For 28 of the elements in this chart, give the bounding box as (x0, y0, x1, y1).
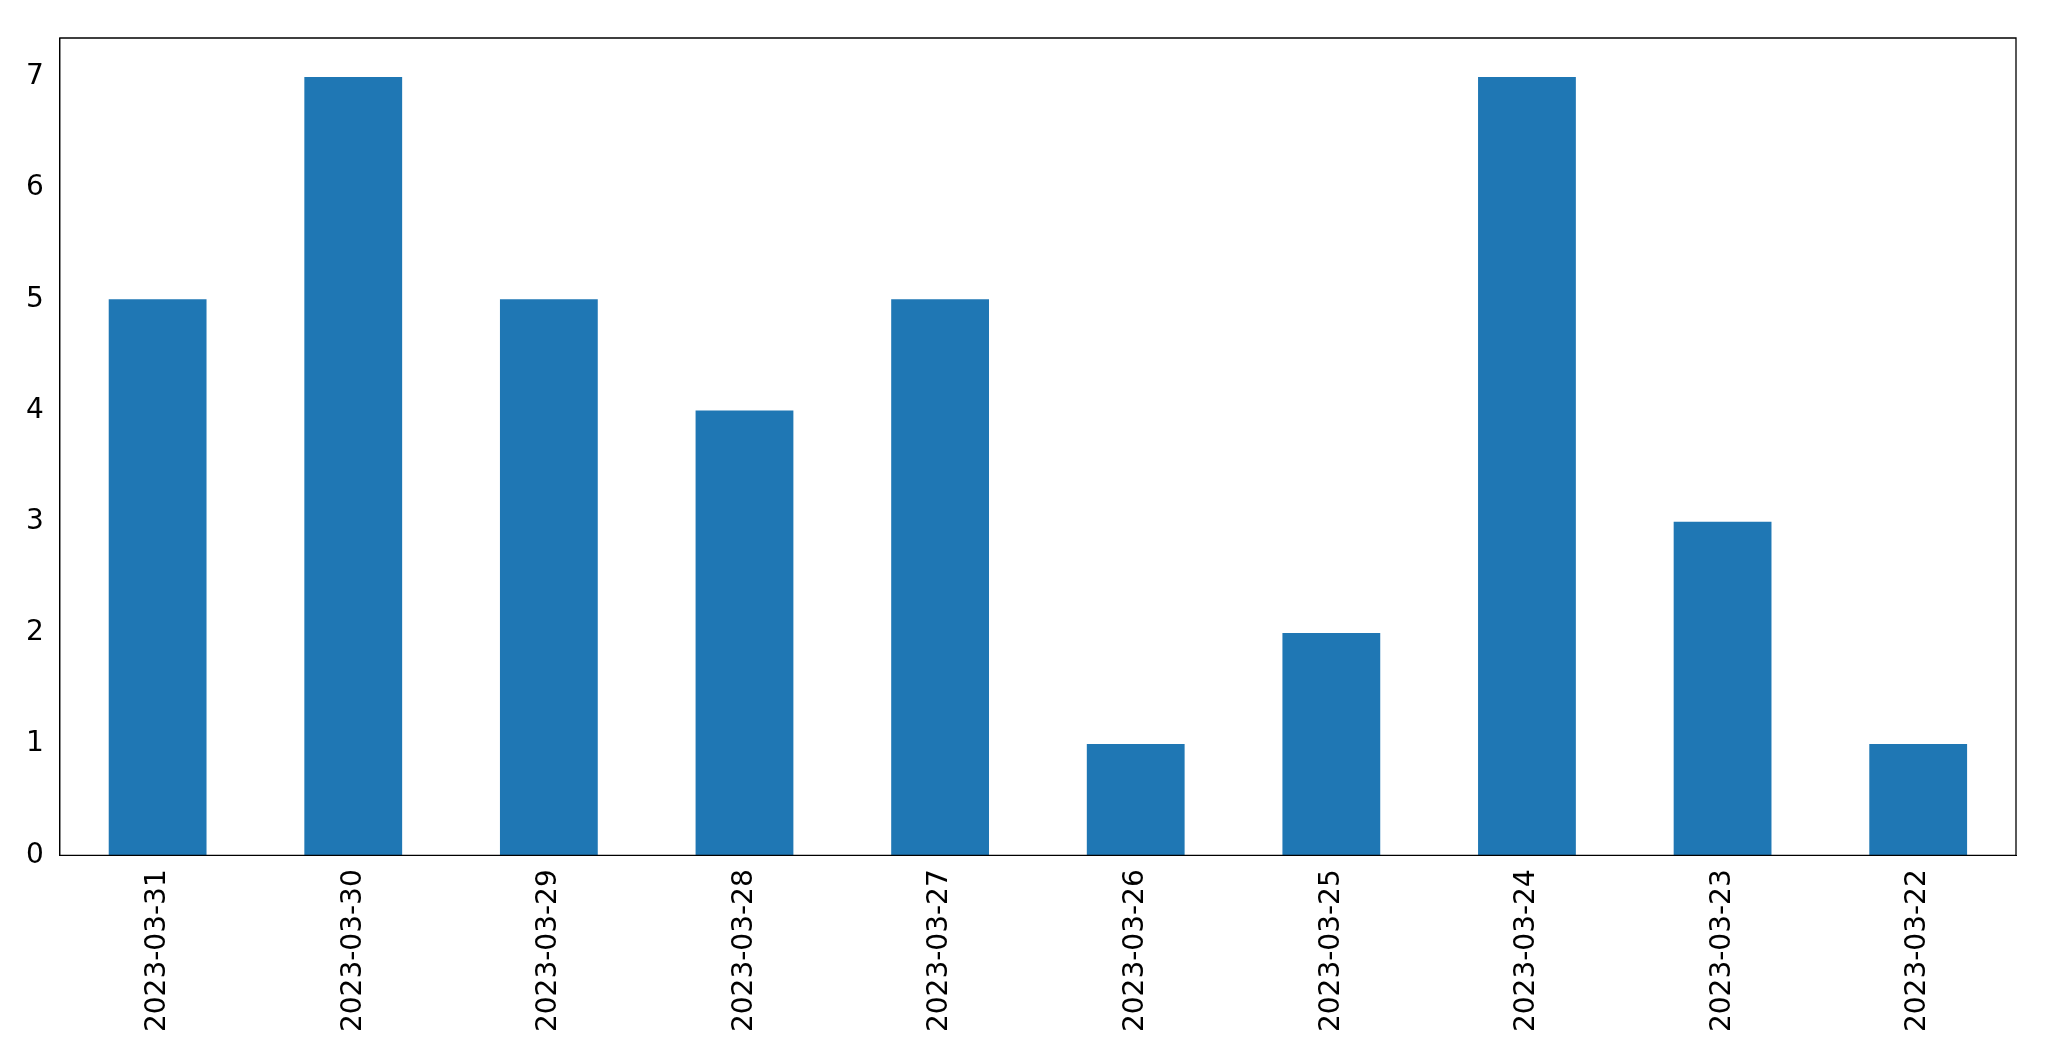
y-tick-label: 7 (25, 58, 44, 92)
x-tick-label: 2023-03-28 (725, 869, 759, 1033)
x-tick-label: 2023-03-24 (1508, 869, 1542, 1033)
y-tick-label: 6 (25, 169, 44, 203)
bar (1478, 76, 1576, 856)
x-tick-label: 2023-03-22 (1899, 869, 1933, 1033)
bar (695, 410, 794, 856)
bar (891, 299, 989, 856)
x-tick-label: 2023-03-29 (530, 869, 564, 1033)
bar (108, 299, 207, 856)
y-tick-label: 0 (25, 836, 44, 870)
bar (1673, 521, 1772, 856)
x-tick-label: 2023-03-23 (1703, 869, 1737, 1033)
y-tick-label: 1 (25, 725, 44, 759)
x-tick-label: 2023-03-27 (921, 869, 955, 1033)
y-tick-label: 5 (25, 280, 44, 314)
bar (1869, 744, 1968, 856)
bar (304, 76, 403, 856)
bar (1086, 744, 1185, 856)
bar (499, 299, 598, 856)
y-tick-label: 2 (25, 614, 44, 648)
x-tick-label: 2023-03-26 (1117, 869, 1150, 1033)
y-tick-label: 3 (25, 502, 44, 536)
x-tick-label: 2023-03-31 (138, 869, 172, 1033)
x-tick-label: 2023-03-25 (1312, 869, 1346, 1033)
x-tick-label: 2023-03-30 (334, 869, 368, 1033)
y-tick-label: 4 (25, 391, 44, 425)
bar (1282, 632, 1381, 856)
